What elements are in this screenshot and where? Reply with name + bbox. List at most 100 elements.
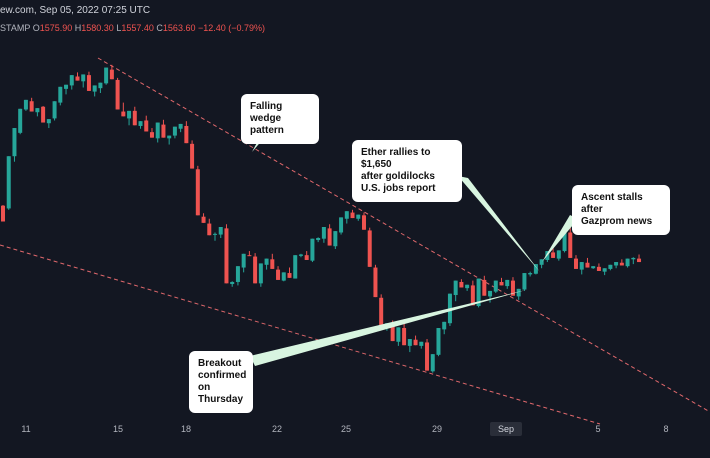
x-tick: 22 bbox=[271, 424, 283, 434]
close-value: 1563.60 bbox=[162, 23, 196, 33]
candle-body bbox=[614, 262, 619, 266]
candle-body bbox=[104, 67, 109, 84]
candle-body bbox=[287, 273, 292, 278]
candle-body bbox=[195, 169, 200, 216]
high-value: 1580.30 bbox=[81, 23, 114, 33]
candle-body bbox=[591, 266, 596, 269]
candle-body bbox=[155, 122, 160, 139]
candle-body bbox=[510, 280, 515, 296]
candle-body bbox=[442, 321, 447, 330]
candle-body bbox=[149, 132, 154, 138]
x-tick: 5 bbox=[595, 424, 601, 434]
candle-body bbox=[207, 223, 212, 236]
candle-body bbox=[316, 237, 321, 241]
candle-body bbox=[321, 226, 326, 239]
candle-body bbox=[138, 121, 143, 126]
x-axis: 11 15 18 22 25 29 Sep 5 8 bbox=[0, 422, 710, 458]
candle-body bbox=[367, 230, 372, 267]
candle-body bbox=[551, 252, 556, 258]
candle-body bbox=[619, 262, 624, 266]
x-tick: 25 bbox=[340, 424, 352, 434]
candle-body bbox=[127, 110, 132, 119]
candle-body bbox=[218, 226, 223, 235]
candle-body bbox=[350, 212, 355, 219]
candle-body bbox=[109, 69, 114, 80]
l-label: L bbox=[116, 23, 122, 33]
candle-body bbox=[253, 256, 258, 284]
candle-body bbox=[533, 264, 538, 274]
candle-body bbox=[270, 259, 275, 269]
candles bbox=[1, 64, 642, 373]
candle-body bbox=[69, 75, 74, 86]
candle-body bbox=[293, 255, 298, 279]
candle-body bbox=[522, 273, 527, 290]
candle-body bbox=[41, 106, 46, 123]
candle-body bbox=[18, 108, 23, 133]
candle-body bbox=[390, 323, 395, 342]
candle-body bbox=[224, 228, 229, 284]
candle-body bbox=[608, 264, 613, 269]
candle-body bbox=[568, 232, 573, 258]
candle-body bbox=[356, 214, 361, 219]
candle-body bbox=[493, 280, 498, 292]
candle-body bbox=[167, 135, 172, 139]
annotation-ether-rallies: Ether rallies to $1,650 after goldilocks… bbox=[352, 140, 462, 202]
candle-body bbox=[115, 79, 120, 110]
wedge-upper-line bbox=[97, 57, 710, 413]
h-label: H bbox=[74, 23, 82, 33]
symbol-label: STAMP bbox=[0, 23, 31, 33]
candle-body bbox=[132, 110, 137, 126]
x-tick: 11 bbox=[21, 424, 31, 434]
candle-body bbox=[235, 266, 240, 282]
candle-body bbox=[213, 233, 218, 235]
candle-body bbox=[46, 119, 51, 124]
candle-body bbox=[453, 280, 458, 296]
candle-body bbox=[35, 108, 40, 113]
o-label: O bbox=[32, 23, 40, 33]
x-tick-sep: Sep bbox=[489, 422, 523, 436]
x-tick: 8 bbox=[663, 424, 669, 434]
candle-body bbox=[344, 211, 349, 219]
annotation-ascent-stalls: Ascent stalls after Gazprom news bbox=[572, 185, 670, 235]
arrow-ascent-stalls bbox=[542, 215, 578, 262]
arrow-breakout bbox=[250, 290, 526, 366]
change-value: −12.40 (−0.79%) bbox=[197, 23, 266, 33]
candle-body bbox=[12, 128, 17, 157]
candle-body bbox=[230, 281, 235, 285]
candle-body bbox=[304, 255, 309, 260]
candle-body bbox=[499, 281, 504, 286]
candle-body bbox=[281, 272, 286, 281]
candle-body bbox=[579, 262, 584, 270]
candle-body bbox=[361, 215, 366, 230]
candle-body bbox=[413, 339, 418, 346]
candle-body bbox=[505, 279, 510, 287]
x-tick: 29 bbox=[431, 424, 443, 434]
candle-body bbox=[333, 231, 338, 247]
chart-source-header: ew.com, Sep 05, 2022 07:25 UTC bbox=[0, 5, 151, 16]
candle-body bbox=[528, 273, 533, 275]
wedge-lower-line bbox=[0, 244, 601, 425]
price-chart bbox=[0, 57, 710, 425]
candle-body bbox=[637, 258, 642, 263]
candle-body bbox=[81, 74, 86, 82]
candle-body bbox=[201, 216, 206, 223]
candle-body bbox=[482, 279, 487, 296]
candle-body bbox=[1, 205, 5, 222]
annotation-arrows bbox=[250, 122, 578, 366]
candle-body bbox=[75, 76, 80, 81]
candle-body bbox=[407, 339, 412, 346]
candle-body bbox=[121, 111, 126, 117]
candle-body bbox=[172, 126, 177, 136]
candle-body bbox=[98, 82, 103, 89]
open-value: 1575.90 bbox=[39, 23, 73, 33]
candle-body bbox=[465, 284, 470, 289]
candle-body bbox=[476, 278, 481, 307]
candle-body bbox=[190, 143, 195, 169]
candle-body bbox=[574, 258, 578, 269]
candle-body bbox=[92, 85, 97, 92]
candle-body bbox=[184, 125, 189, 144]
candle-body bbox=[258, 263, 263, 284]
candle-body bbox=[6, 156, 11, 209]
candle-body bbox=[562, 231, 567, 252]
candle-body bbox=[556, 250, 561, 259]
